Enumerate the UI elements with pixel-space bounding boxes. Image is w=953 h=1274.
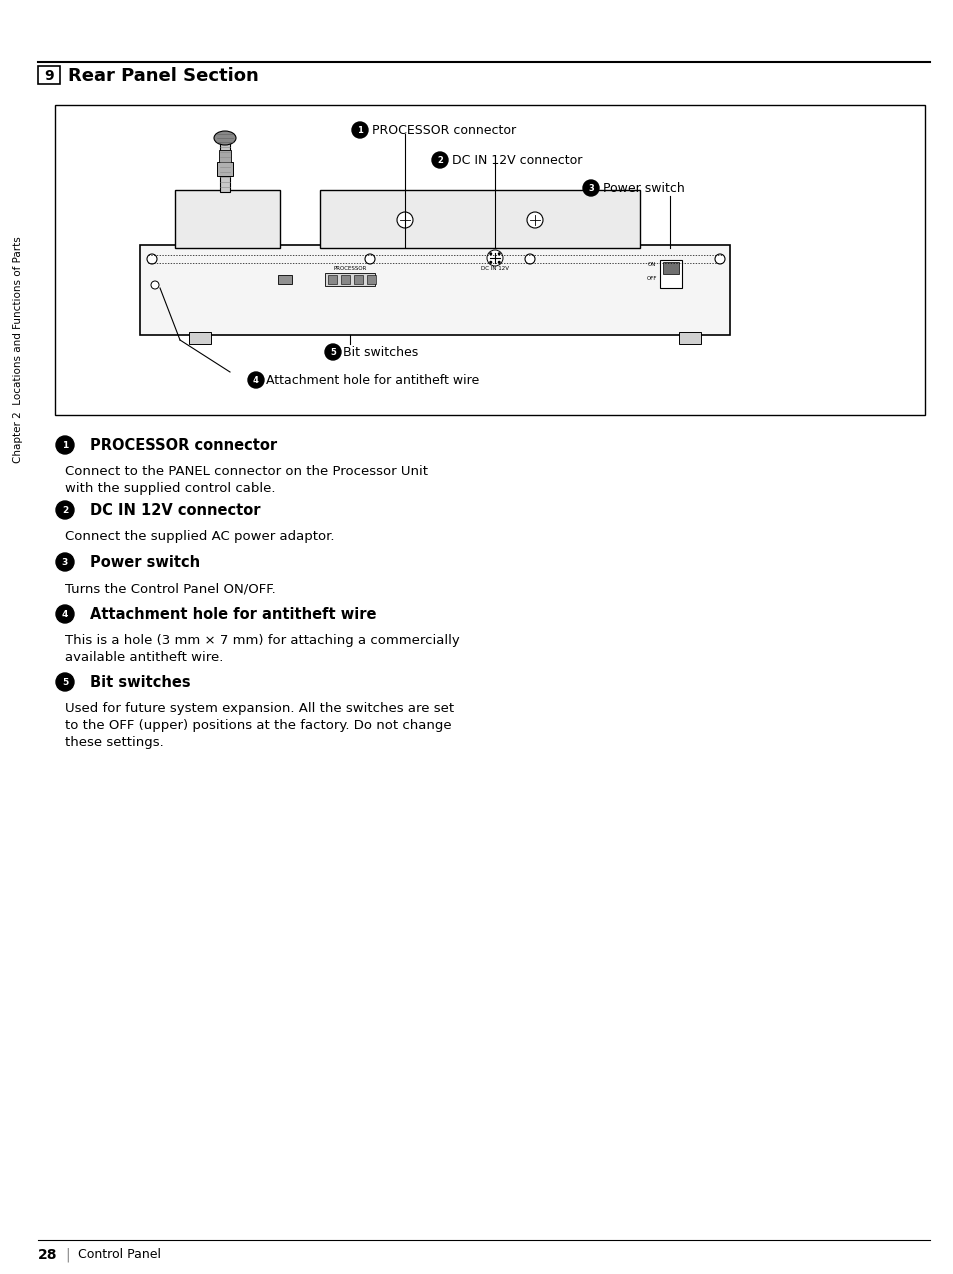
Text: 5: 5 [330, 348, 335, 357]
Circle shape [526, 211, 542, 228]
Bar [354, 275, 363, 284]
Text: PROCESSOR connector: PROCESSOR connector [372, 124, 516, 136]
Bar [38, 66, 60, 84]
Text: 3: 3 [587, 183, 594, 192]
Text: Control Panel: Control Panel [78, 1249, 161, 1261]
Text: Rear Panel Section: Rear Panel Section [68, 68, 258, 85]
Bar [328, 275, 336, 284]
Circle shape [248, 372, 264, 389]
Text: OFF: OFF [646, 275, 657, 280]
Circle shape [497, 252, 500, 255]
Bar [662, 262, 679, 274]
Text: 5: 5 [62, 678, 68, 687]
Circle shape [325, 344, 340, 361]
Circle shape [56, 673, 74, 691]
Circle shape [56, 501, 74, 519]
Text: 4: 4 [62, 609, 68, 618]
Text: Bit switches: Bit switches [90, 674, 191, 689]
Bar [340, 275, 350, 284]
Circle shape [365, 254, 375, 264]
Text: Attachment hole for antitheft wire: Attachment hole for antitheft wire [266, 373, 478, 386]
Circle shape [147, 254, 157, 264]
Text: Chapter 2  Locations and Functions of Parts: Chapter 2 Locations and Functions of Par… [13, 237, 23, 464]
Circle shape [432, 152, 448, 168]
Text: This is a hole (3 mm × 7 mm) for attaching a commercially
available antitheft wi: This is a hole (3 mm × 7 mm) for attachi… [65, 634, 459, 664]
Text: PROCESSOR: PROCESSOR [333, 265, 366, 270]
Bar [55, 104, 924, 415]
Bar [174, 190, 280, 248]
Text: 2: 2 [436, 155, 442, 164]
Circle shape [582, 180, 598, 196]
Text: PROCESSOR connector: PROCESSOR connector [90, 437, 276, 452]
Circle shape [489, 252, 492, 255]
Circle shape [497, 261, 500, 264]
Text: DC IN 12V connector: DC IN 12V connector [90, 502, 260, 517]
Text: DC IN 12V connector: DC IN 12V connector [452, 153, 581, 167]
Bar [319, 190, 639, 248]
Bar [220, 140, 230, 192]
Bar [659, 260, 681, 288]
Text: Bit switches: Bit switches [343, 345, 417, 358]
Text: ON: ON [647, 261, 656, 266]
Bar [216, 162, 233, 176]
Text: 1: 1 [62, 441, 68, 450]
Bar [140, 245, 729, 335]
Text: 3: 3 [62, 558, 68, 567]
Circle shape [396, 211, 413, 228]
Circle shape [56, 605, 74, 623]
Text: 4: 4 [253, 376, 258, 385]
Circle shape [56, 436, 74, 454]
Circle shape [714, 254, 724, 264]
Text: Power switch: Power switch [90, 554, 200, 569]
Circle shape [56, 553, 74, 571]
Text: |: | [66, 1247, 71, 1263]
Circle shape [489, 261, 492, 264]
Text: 2: 2 [62, 506, 68, 515]
Circle shape [486, 250, 502, 266]
Text: Connect the supplied AC power adaptor.: Connect the supplied AC power adaptor. [65, 530, 335, 543]
Bar [219, 150, 231, 162]
Circle shape [352, 122, 368, 138]
Text: 28: 28 [38, 1249, 57, 1263]
Circle shape [524, 254, 535, 264]
Bar [679, 333, 700, 344]
Circle shape [151, 282, 159, 289]
Bar [367, 275, 375, 284]
Text: 1: 1 [356, 126, 362, 135]
Ellipse shape [213, 131, 235, 145]
Text: Attachment hole for antitheft wire: Attachment hole for antitheft wire [90, 606, 376, 622]
Bar [277, 275, 292, 284]
Text: Turns the Control Panel ON/OFF.: Turns the Control Panel ON/OFF. [65, 582, 275, 595]
Text: 9: 9 [44, 69, 53, 83]
Text: Connect to the PANEL connector on the Processor Unit
with the supplied control c: Connect to the PANEL connector on the Pr… [65, 465, 428, 496]
Bar [325, 273, 375, 285]
Bar [189, 333, 211, 344]
Text: Used for future system expansion. All the switches are set
to the OFF (upper) po: Used for future system expansion. All th… [65, 702, 454, 749]
Text: DC IN 12V: DC IN 12V [480, 265, 509, 270]
Text: Power switch: Power switch [602, 181, 684, 195]
